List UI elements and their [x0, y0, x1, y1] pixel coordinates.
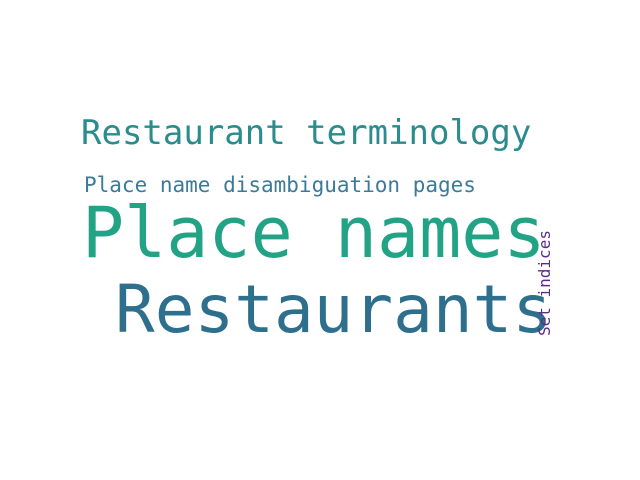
word-restaurant-terminology: Restaurant terminology	[81, 113, 532, 153]
word-place-name-disambiguation-pages: Place name disambiguation pages	[84, 173, 476, 197]
word-restaurants: Restaurants	[115, 271, 553, 348]
word-set-indices: Set indices	[535, 230, 554, 336]
word-place-names: Place names	[82, 192, 546, 274]
